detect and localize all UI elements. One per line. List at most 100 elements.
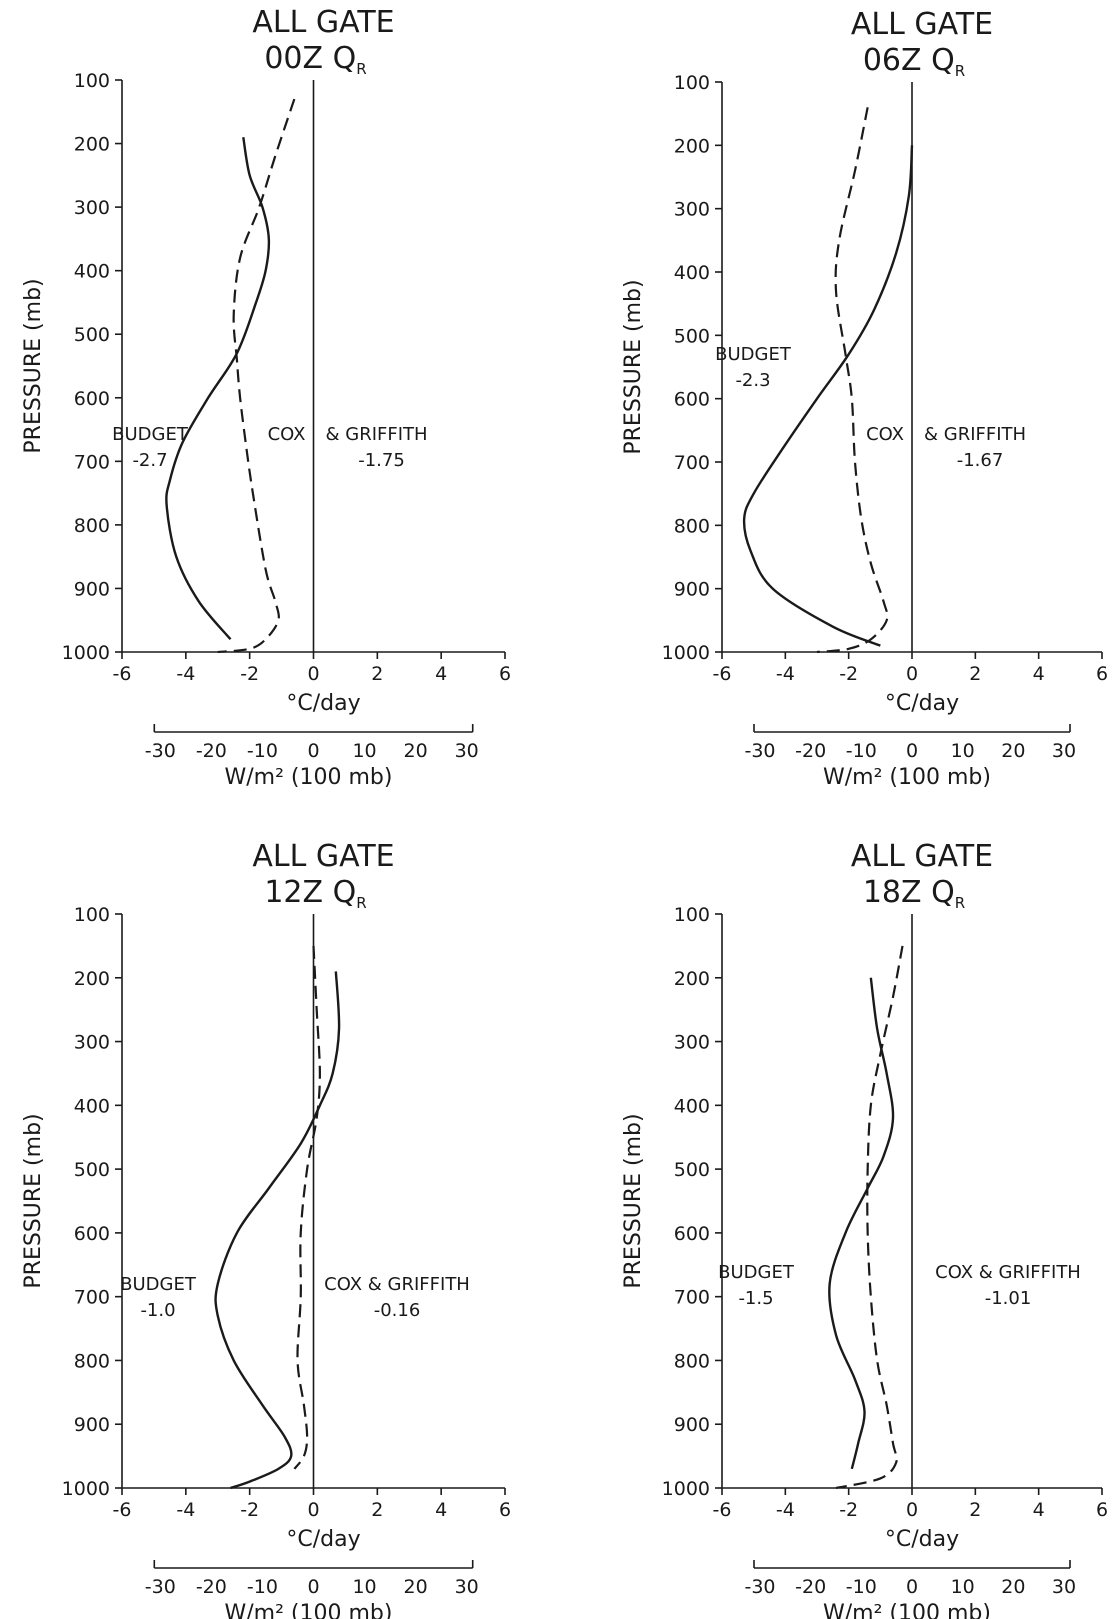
y-tick-label: 400 [74, 1095, 110, 1117]
y-tick-label: 500 [74, 1159, 110, 1181]
y-tick-label: 200 [74, 134, 110, 156]
y-tick-label: 300 [74, 197, 110, 219]
y-axis-label: PRESSURE (mb) [21, 278, 46, 453]
x2-tick-label: -20 [795, 740, 826, 762]
annotation-value: -2.7 [132, 450, 167, 471]
annotation-label: & GRIFFITH [924, 424, 1026, 445]
y-tick-label: 700 [674, 452, 710, 474]
chart-subtitle: 06Z QR [863, 43, 965, 80]
y-tick-label: 700 [74, 451, 110, 473]
chart-title: ALL GATE [252, 839, 394, 874]
x2-axis-label: W/m² (100 mb) [823, 765, 991, 790]
chart-title: ALL GATE [851, 839, 993, 874]
y-tick-label: 100 [674, 72, 710, 94]
y-tick-label: 1000 [662, 1478, 710, 1500]
x2-tick-label: -30 [145, 1576, 176, 1598]
x2-tick-label: 10 [951, 1576, 975, 1598]
y-tick-label: 200 [674, 968, 710, 990]
x-tick-label: 2 [371, 1499, 383, 1521]
annotation-value: -0.16 [374, 1300, 421, 1321]
x-tick-label: 0 [307, 663, 319, 685]
y-tick-label: 100 [74, 904, 110, 926]
x-tick-label: 2 [969, 663, 981, 685]
y-tick-label: 400 [674, 1095, 710, 1117]
y-tick-label: 300 [74, 1032, 110, 1054]
x-axis-label: °C/day [885, 691, 959, 716]
y-tick-label: 800 [674, 515, 710, 537]
x2-tick-label: -30 [744, 1576, 775, 1598]
x-tick-label: 4 [435, 1499, 447, 1521]
annotation-label: BUDGET [112, 424, 189, 445]
x2-axis-label: W/m² (100 mb) [225, 765, 393, 790]
x-tick-label: 2 [371, 663, 383, 685]
y-tick-label: 400 [674, 262, 710, 284]
chart-title: ALL GATE [252, 5, 394, 40]
x-axis-label: °C/day [286, 691, 360, 716]
annotation-label: BUDGET [715, 344, 792, 365]
x2-tick-label: 10 [352, 1576, 376, 1598]
y-tick-label: 900 [74, 578, 110, 600]
x2-tick-label: 30 [1052, 740, 1076, 762]
y-tick-label: 100 [74, 70, 110, 92]
x-tick-label: 6 [499, 1499, 511, 1521]
y-axis-label: PRESSURE (mb) [621, 1113, 646, 1288]
x2-tick-label: 20 [1001, 740, 1025, 762]
x-tick-label: -4 [776, 663, 795, 685]
x2-tick-label: 30 [1052, 1576, 1076, 1598]
cox-griffith-profile-line [816, 107, 889, 654]
annotation-value: -1.01 [985, 1288, 1032, 1309]
x2-tick-label: 10 [951, 740, 975, 762]
x2-tick-label: -10 [846, 740, 877, 762]
x2-tick-label: -20 [196, 740, 227, 762]
x2-tick-label: 30 [455, 1576, 479, 1598]
y-tick-label: 300 [674, 1032, 710, 1054]
x-axis-label: °C/day [885, 1527, 959, 1552]
x2-tick-label: -10 [846, 1576, 877, 1598]
budget-profile-line [742, 145, 914, 647]
x2-tick-label: -10 [247, 740, 278, 762]
x-tick-label: 4 [1033, 1499, 1045, 1521]
x2-tick-label: 0 [307, 1576, 319, 1598]
x-tick-label: 4 [435, 663, 447, 685]
x-tick-label: -2 [240, 663, 259, 685]
x-tick-label: 0 [906, 1499, 918, 1521]
budget-profile-line [165, 137, 271, 641]
x-tick-label: 4 [1033, 663, 1045, 685]
annotation-label: COX & GRIFFITH [324, 1274, 470, 1295]
chart-title: ALL GATE [851, 7, 993, 42]
y-tick-label: 200 [74, 968, 110, 990]
x2-tick-label: 0 [906, 1576, 918, 1598]
y-tick-label: 200 [674, 135, 710, 157]
y-tick-label: 300 [674, 199, 710, 221]
annotation-label: & GRIFFITH [326, 424, 428, 445]
cox-griffith-profile-line [293, 945, 321, 1470]
y-tick-label: 800 [74, 515, 110, 537]
x-tick-label: -4 [176, 663, 195, 685]
y-tick-label: 600 [74, 1223, 110, 1245]
x2-tick-label: 30 [455, 740, 479, 762]
budget-profile-line [828, 977, 895, 1470]
x2-axis-label: W/m² (100 mb) [225, 1601, 393, 1619]
x-tick-label: 0 [906, 663, 918, 685]
x-axis-label: °C/day [286, 1527, 360, 1552]
chart-subtitle: 18Z QR [863, 875, 965, 912]
x2-tick-label: -30 [744, 740, 775, 762]
cox-griffith-profile-line [835, 945, 904, 1490]
x2-tick-label: 20 [404, 740, 428, 762]
y-tick-label: 700 [674, 1287, 710, 1309]
y-tick-label: 1000 [662, 642, 710, 664]
annotation-value: -1.0 [140, 1300, 175, 1321]
x2-axis-label: W/m² (100 mb) [823, 1601, 991, 1619]
annotation-label: BUDGET [120, 1274, 197, 1295]
annotation-value: -1.5 [738, 1288, 773, 1309]
y-tick-label: 900 [674, 1414, 710, 1436]
x2-tick-label: 20 [1001, 1576, 1025, 1598]
y-tick-label: 500 [74, 324, 110, 346]
y-tick-label: 500 [674, 1159, 710, 1181]
x2-tick-label: 10 [352, 740, 376, 762]
y-tick-label: 600 [674, 1223, 710, 1245]
